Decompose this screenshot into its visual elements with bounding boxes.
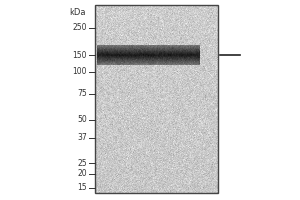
Text: 100: 100 — [73, 68, 87, 76]
Text: 50: 50 — [77, 116, 87, 124]
Text: 15: 15 — [77, 184, 87, 192]
Text: 250: 250 — [73, 23, 87, 32]
Text: 37: 37 — [77, 134, 87, 142]
Text: 75: 75 — [77, 90, 87, 98]
Text: kDa: kDa — [70, 8, 86, 17]
Text: 25: 25 — [77, 158, 87, 168]
Text: 20: 20 — [77, 170, 87, 178]
Text: 150: 150 — [73, 50, 87, 60]
Bar — [95, 5, 218, 193]
